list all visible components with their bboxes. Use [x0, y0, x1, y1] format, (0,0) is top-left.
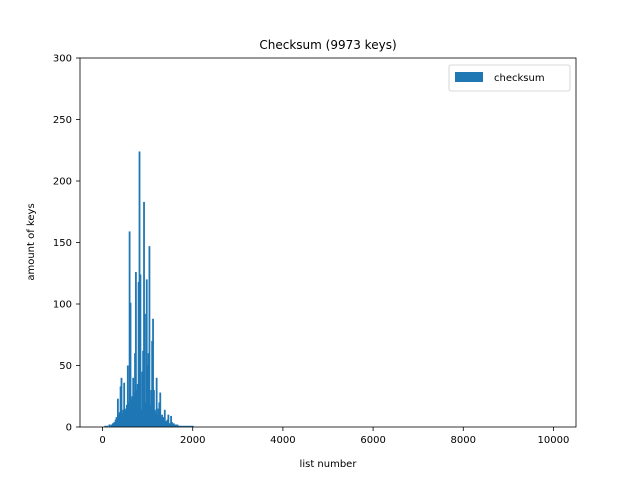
bar — [188, 425, 191, 427]
bar — [132, 377, 135, 427]
bar — [144, 402, 147, 427]
bar — [171, 422, 173, 427]
y-axis: 0 50 100 150 200 250 300 — [53, 54, 80, 434]
y-tick-label: 0 — [66, 423, 72, 434]
y-tick-label: 50 — [59, 361, 72, 372]
bar — [181, 425, 183, 427]
bar — [157, 408, 160, 427]
x-tick-label: 10000 — [538, 435, 570, 446]
bar — [140, 409, 143, 427]
x-axis: 0 2000 4000 6000 8000 10000 — [99, 427, 569, 446]
legend: checksum — [448, 64, 571, 92]
bar — [115, 417, 118, 427]
y-tick-label: 100 — [53, 300, 72, 311]
y-axis-title: amount of keys — [26, 203, 37, 280]
x-tick-label: 8000 — [451, 435, 476, 446]
bar — [129, 302, 132, 427]
bar — [130, 399, 133, 427]
bar — [108, 424, 111, 427]
bar — [139, 274, 142, 427]
bar — [123, 382, 126, 427]
x-tick-label: 2000 — [180, 435, 205, 446]
bar — [170, 415, 172, 427]
bar — [120, 377, 123, 427]
y-tick-label: 250 — [53, 115, 72, 126]
bar — [163, 409, 166, 427]
bar — [179, 425, 181, 427]
bar — [167, 414, 170, 427]
bar — [165, 422, 168, 427]
bar — [184, 425, 187, 427]
bar — [190, 425, 192, 427]
bar — [175, 425, 178, 427]
bar — [152, 318, 154, 427]
bar — [186, 425, 189, 427]
legend-frame — [448, 64, 571, 92]
bar — [106, 425, 108, 427]
bar — [160, 417, 163, 427]
y-tick-label: 300 — [53, 54, 72, 65]
bar — [159, 392, 162, 427]
bar — [125, 404, 128, 427]
bar — [191, 425, 194, 427]
y-tick-label: 150 — [53, 238, 72, 249]
bar — [135, 272, 137, 427]
bar — [145, 279, 148, 427]
bar — [126, 365, 129, 427]
x-tick-label: 6000 — [360, 435, 385, 446]
bar — [116, 398, 119, 427]
x-axis-title: list number — [300, 459, 358, 470]
bar — [148, 246, 151, 427]
y-tick-label: 200 — [53, 177, 72, 188]
legend-swatch — [455, 72, 483, 82]
legend-label: checksum — [494, 73, 545, 84]
bar — [138, 151, 141, 428]
bars-group — [104, 151, 194, 428]
x-tick-label: 4000 — [270, 435, 295, 446]
bar — [155, 377, 158, 427]
bar — [177, 425, 180, 427]
bar — [182, 425, 185, 427]
x-tick-label: 0 — [99, 435, 105, 446]
bar — [150, 390, 153, 427]
bar — [135, 390, 138, 427]
chart-title: Checksum (9973 keys) — [259, 38, 396, 52]
bar — [144, 313, 146, 427]
bar — [110, 424, 113, 427]
bar — [112, 423, 114, 427]
bar — [104, 425, 107, 427]
bar — [153, 390, 155, 427]
bar — [113, 422, 116, 427]
